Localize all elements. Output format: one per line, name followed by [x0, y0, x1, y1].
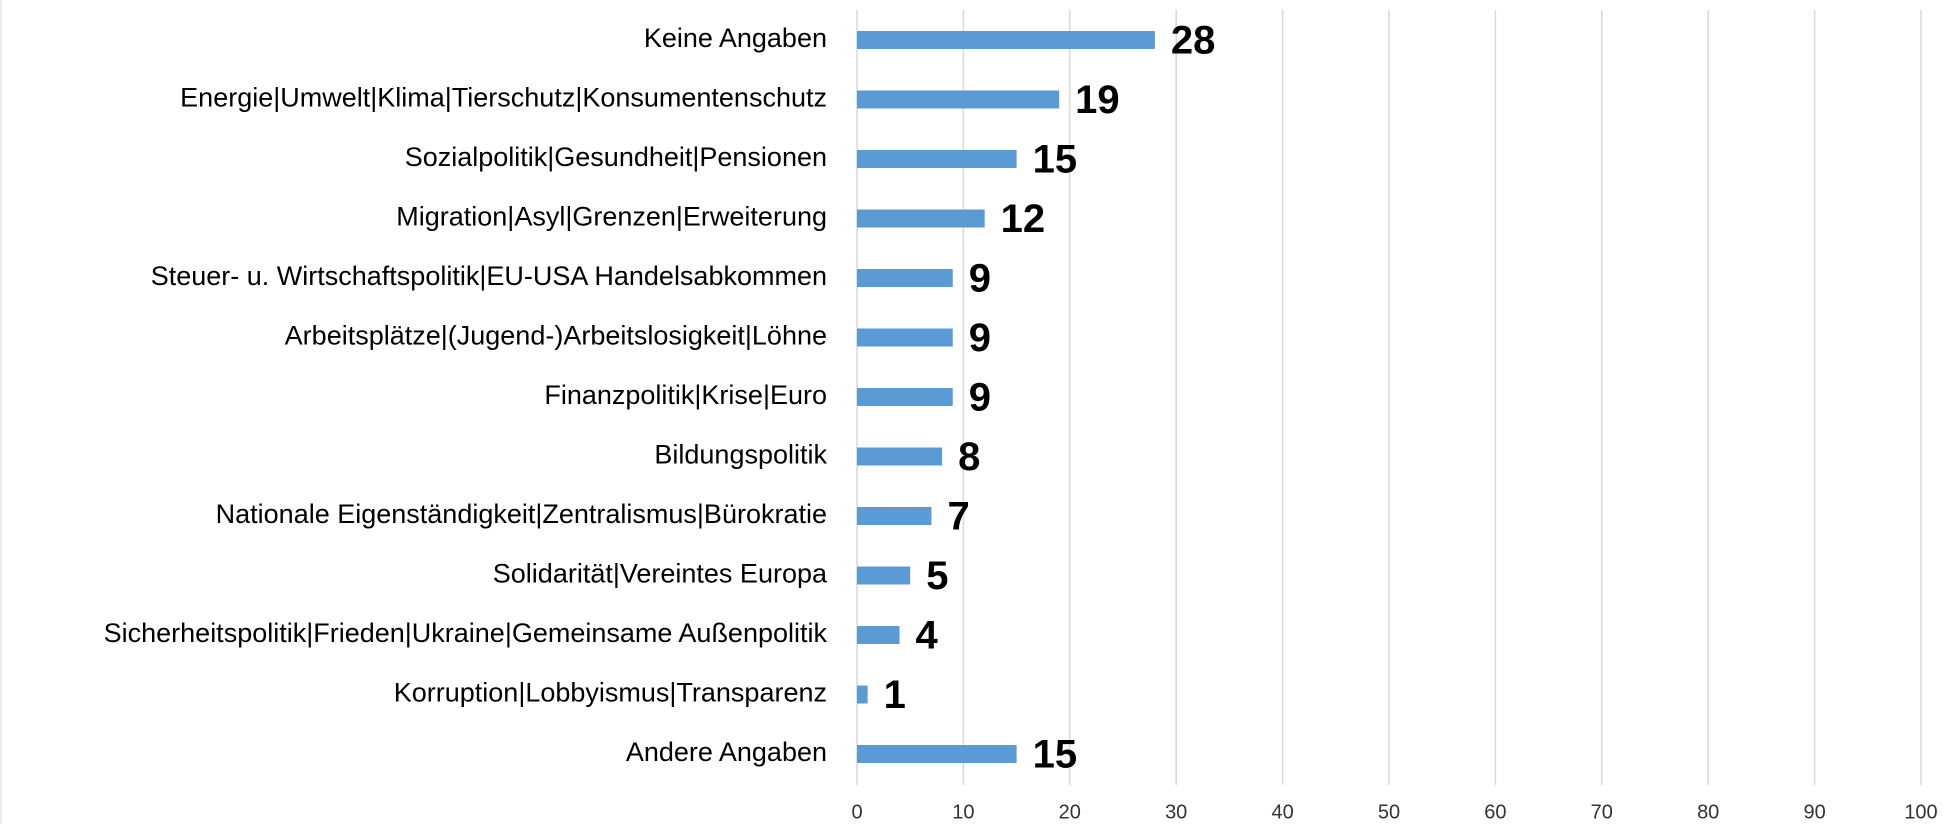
value-label: 9	[969, 376, 991, 420]
bar	[857, 566, 911, 585]
x-tick-label: 80	[1697, 801, 1719, 823]
bar	[857, 150, 1017, 168]
y-tick-label: Energie|Umwelt|Klima|Tierschutz|Konsumen…	[180, 83, 827, 113]
bar	[857, 626, 900, 644]
bar	[857, 507, 932, 525]
bar	[857, 209, 985, 228]
y-tick-label: Keine Angaben	[644, 23, 827, 53]
bar	[857, 745, 1017, 763]
value-label: 8	[958, 435, 980, 479]
y-tick-label: Arbeitsplätze|(Jugend-)Arbeitslosigkeit|…	[285, 321, 827, 351]
bar	[857, 388, 953, 406]
y-tick-label: Steuer- u. Wirtschaftspolitik|EU-USA Han…	[151, 261, 827, 291]
x-tick-label: 40	[1271, 801, 1293, 823]
bar	[857, 447, 943, 466]
value-label: 7	[947, 495, 969, 539]
value-label: 12	[1001, 197, 1045, 241]
x-tick-label: 60	[1484, 801, 1506, 823]
x-tick-label: 0	[851, 801, 862, 823]
y-tick-label: Bildungspolitik	[654, 440, 827, 470]
y-tick-label: Nationale Eigenständigkeit|Zentralismus|…	[216, 499, 827, 529]
y-tick-label: Sicherheitspolitik|Frieden|Ukraine|Gemei…	[104, 618, 828, 648]
value-label: 9	[969, 257, 991, 301]
value-label: 1	[884, 673, 906, 717]
y-tick-label: Migration|Asyl|Grenzen|Erweiterung	[396, 202, 827, 232]
x-tick-label: 100	[1904, 801, 1937, 823]
y-tick-label: Sozialpolitik|Gesundheit|Pensionen	[405, 142, 827, 172]
value-label: 9	[969, 316, 991, 360]
x-tick-label: 30	[1165, 801, 1187, 823]
x-tick-label: 20	[1059, 801, 1081, 823]
y-tick-label: Solidarität|Vereintes Europa	[493, 559, 828, 589]
x-tick-label: 10	[952, 801, 974, 823]
bar	[857, 31, 1155, 49]
x-tick-label: 70	[1591, 801, 1613, 823]
y-tick-label: Finanzpolitik|Krise|Euro	[544, 380, 827, 410]
value-label: 5	[926, 554, 948, 598]
bar	[857, 90, 1060, 109]
x-tick-label: 90	[1803, 801, 1825, 823]
bar	[857, 685, 868, 704]
value-label: 15	[1033, 138, 1078, 182]
value-label: 28	[1171, 19, 1216, 63]
x-tick-label: 50	[1378, 801, 1400, 823]
y-tick-label: Andere Angaben	[626, 737, 827, 767]
bar	[857, 328, 953, 347]
value-label: 4	[916, 614, 939, 658]
bar	[857, 269, 953, 287]
value-label: 15	[1033, 733, 1078, 777]
y-tick-label: Korruption|Lobbyismus|Transparenz	[394, 678, 827, 708]
value-label: 19	[1075, 78, 1120, 122]
